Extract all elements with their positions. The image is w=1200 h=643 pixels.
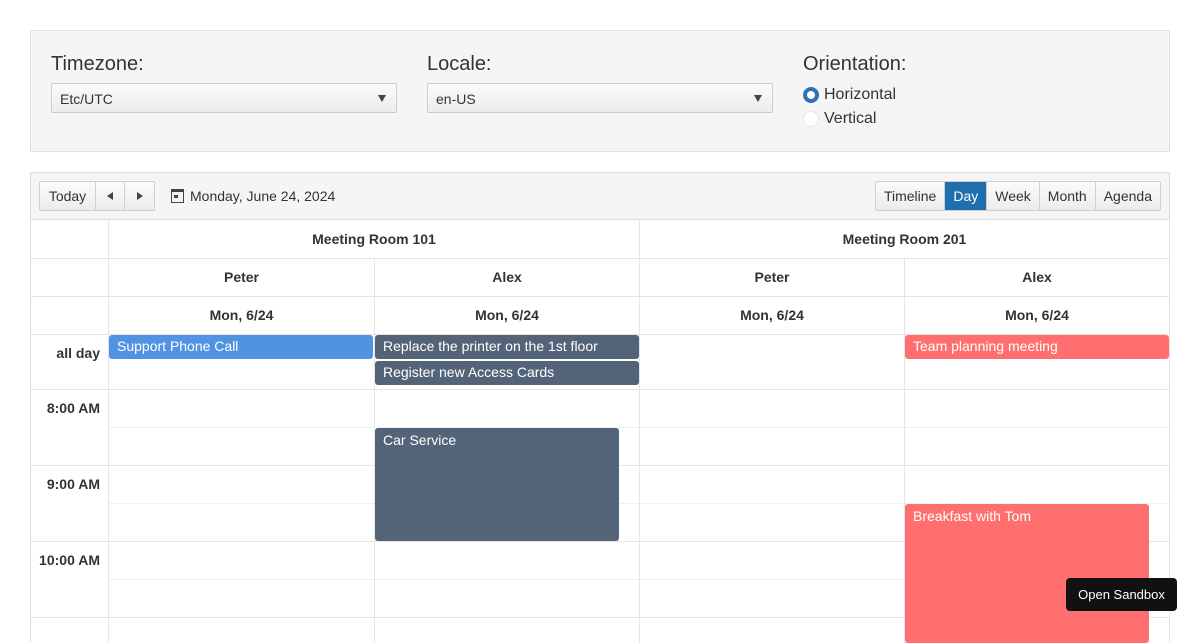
orientation-vertical-label: Vertical xyxy=(824,110,877,127)
timezone-select[interactable]: Etc/UTC xyxy=(51,83,397,113)
resource-person: Peter xyxy=(223,269,260,285)
divider xyxy=(31,617,1169,618)
date-picker-button[interactable]: Monday, June 24, 2024 xyxy=(171,188,335,204)
resource-room-201: Meeting Room 201 xyxy=(842,231,967,247)
time-label: 9:00 AM xyxy=(46,476,100,492)
orientation-option-horizontal[interactable]: Horizontal xyxy=(803,86,896,104)
view-day-button[interactable]: Day xyxy=(945,182,988,210)
scheduler-toolbar: Today Monday, June 24, 2024 Timeline Day… xyxy=(31,173,1169,220)
event-register-access-cards[interactable]: Register new Access Cards xyxy=(375,361,639,385)
time-label: 10:00 AM xyxy=(39,552,100,568)
divider xyxy=(108,220,109,643)
divider xyxy=(31,334,1169,335)
orientation-option-vertical[interactable]: Vertical xyxy=(803,110,876,128)
chevron-down-icon xyxy=(378,95,386,102)
date-header: Mon, 6/24 xyxy=(740,307,804,323)
divider xyxy=(639,220,640,643)
calendar-icon xyxy=(171,189,184,203)
view-week-button[interactable]: Week xyxy=(987,182,1040,210)
resource-room-101: Meeting Room 101 xyxy=(312,231,436,247)
view-switcher: Timeline Day Week Month Agenda xyxy=(874,181,1161,211)
next-button[interactable] xyxy=(125,182,154,210)
event-replace-printer[interactable]: Replace the printer on the 1st floor xyxy=(375,335,639,359)
view-agenda-button[interactable]: Agenda xyxy=(1103,188,1152,204)
timezone-label: Timezone: xyxy=(51,53,144,75)
previous-button[interactable] xyxy=(96,182,125,210)
orientation-label: Orientation: xyxy=(803,53,907,75)
locale-value: en-US xyxy=(436,91,476,107)
current-date: Monday, June 24, 2024 xyxy=(190,188,336,204)
divider xyxy=(31,389,1169,390)
arrow-right-icon xyxy=(137,192,143,200)
event-team-planning-meeting[interactable]: Team planning meeting xyxy=(905,335,1169,359)
view-month-button[interactable]: Month xyxy=(1040,182,1096,210)
scheduler: Today Monday, June 24, 2024 Timeline Day… xyxy=(30,172,1170,643)
navigation-buttons: Today xyxy=(39,181,155,211)
divider xyxy=(31,541,1169,542)
divider xyxy=(108,579,1169,580)
divider xyxy=(31,296,1169,297)
event-car-service[interactable]: Car Service xyxy=(375,428,619,541)
event-breakfast-with-tom[interactable]: Breakfast with Tom xyxy=(905,504,1149,643)
chevron-down-icon xyxy=(754,95,762,102)
orientation-horizontal-label: Horizontal xyxy=(824,86,897,103)
resource-person: Peter xyxy=(754,269,790,285)
divider xyxy=(108,503,1169,504)
divider xyxy=(31,258,1169,259)
radio-checked-icon[interactable] xyxy=(803,87,819,103)
time-label: 8:00 AM xyxy=(46,400,100,416)
config-panel: Timezone: Etc/UTC Locale: en-US Orientat… xyxy=(30,30,1170,152)
divider xyxy=(1169,220,1170,643)
divider xyxy=(374,258,375,643)
radio-unchecked-icon[interactable] xyxy=(803,111,819,127)
view-timeline-button[interactable]: Timeline xyxy=(876,182,946,210)
date-header: Mon, 6/24 xyxy=(1005,307,1069,323)
date-header: Mon, 6/24 xyxy=(475,307,539,323)
arrow-left-icon xyxy=(107,192,113,200)
all-day-label: all day xyxy=(56,345,100,361)
event-support-phone-call[interactable]: Support Phone Call xyxy=(109,335,373,359)
divider xyxy=(108,427,1169,428)
date-header: Mon, 6/24 xyxy=(209,307,274,323)
locale-label: Locale: xyxy=(427,53,492,75)
divider xyxy=(904,258,905,643)
timezone-value: Etc/UTC xyxy=(60,91,113,107)
open-sandbox-button[interactable]: Open Sandbox xyxy=(1066,578,1177,611)
resource-person: Alex xyxy=(492,269,522,285)
resource-person: Alex xyxy=(1022,269,1052,285)
locale-select[interactable]: en-US xyxy=(427,83,773,113)
today-button[interactable]: Today xyxy=(40,182,96,210)
